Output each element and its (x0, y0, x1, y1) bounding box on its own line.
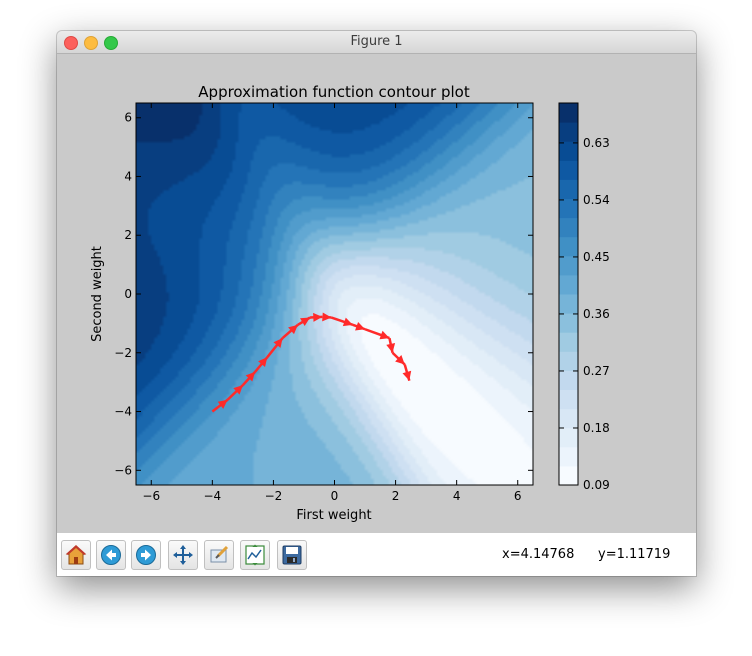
trajectory-arrowhead (245, 371, 256, 382)
y-tick-label: 2 (124, 228, 132, 242)
colorbar-band (559, 332, 578, 352)
colorbar-band (559, 446, 578, 467)
figure-canvas[interactable]: −6 −4 −2 0 2 4 6 −6 −4 −2 0 2 4 6 Approximation func… (57, 54, 696, 533)
trajectory-arrowhead (288, 324, 298, 335)
colorbar-band (559, 427, 578, 448)
colorbar-band (559, 351, 578, 371)
colorbar-band (559, 179, 578, 199)
forward-arrow-icon (136, 545, 156, 565)
minimize-button[interactable] (84, 36, 98, 50)
colorbar-band (559, 465, 578, 486)
trajectory-arrowhead (258, 357, 268, 367)
colorbar-band (559, 160, 578, 180)
zoom-rect-button[interactable] (204, 540, 234, 570)
back-arrow-icon (101, 545, 121, 565)
colorbar-band (559, 103, 578, 123)
trajectory-arrowhead (395, 355, 405, 365)
y-tick-label: −4 (114, 405, 132, 419)
colorbar-tick-label: 0.54 (583, 193, 610, 207)
x-tick-label: −4 (203, 489, 221, 503)
trajectory-arrowhead (355, 321, 366, 331)
y-axis-label: Second weight (90, 246, 105, 342)
colorbar-tick-label: 0.27 (583, 364, 610, 378)
trajectory-arrowhead (313, 312, 323, 322)
configure-subplots-icon (245, 544, 265, 566)
colorbar-band (559, 141, 578, 161)
trajectory-arrowhead (300, 317, 311, 327)
trajectory-arrowhead (322, 312, 332, 322)
y-tick-label: −6 (114, 463, 132, 477)
colorbar-band (559, 122, 578, 142)
window-title: Figure 1 (350, 34, 403, 49)
y-tick-label: 4 (124, 169, 132, 183)
close-button[interactable] (64, 36, 78, 50)
y-tick-label: 0 (124, 287, 132, 301)
x-coordinate-readout: x=4.14768 (502, 547, 575, 562)
zoom-rect-icon (210, 545, 229, 563)
colorbar-band (559, 389, 578, 410)
trajectory-arrowhead (402, 370, 412, 381)
colorbar-tick-label: 0.45 (583, 250, 610, 264)
colorbar-band (559, 198, 578, 219)
trajectory-arrowhead (379, 330, 390, 340)
x-tick-label: 6 (514, 489, 522, 503)
pan-move-icon (173, 545, 193, 565)
y-tick-label: −2 (114, 346, 132, 360)
colorbar-tick-label: 0.09 (583, 478, 610, 492)
colorbar-band (559, 408, 578, 429)
colorbar-frame (558, 102, 579, 486)
x-tick-label: 0 (331, 489, 339, 503)
contour-figure[interactable]: −6 −4 −2 0 2 4 6 −6 −4 −2 0 2 4 6 Approximation func… (57, 54, 696, 533)
x-axis: −6 −4 −2 0 2 4 6 (142, 103, 522, 503)
navigation-toolbar: x=4.14768 y=1.11719 (57, 533, 696, 576)
colorbar-tick-label: 0.63 (583, 136, 610, 150)
x-tick-label: −2 (265, 489, 283, 503)
descent-trajectory (211, 312, 412, 413)
colorbar-band (559, 236, 578, 257)
trajectory-arrowhead (342, 317, 353, 327)
chart-title: Approximation function contour plot (198, 83, 470, 101)
pan-button[interactable] (168, 540, 198, 570)
x-tick-label: 4 (453, 489, 461, 503)
title-bar[interactable]: Figure 1 (57, 31, 696, 54)
trajectory-arrowhead (386, 343, 396, 353)
x-tick-label: −6 (142, 489, 160, 503)
trajectory-arrowhead (273, 338, 283, 348)
save-disk-icon (282, 545, 302, 565)
colorbar-band (559, 217, 578, 238)
colorbar-band (559, 313, 578, 333)
y-coordinate-readout: y=1.11719 (598, 547, 671, 562)
zoom-button[interactable] (104, 36, 118, 50)
colorbar-ticks: 0.09 0.18 0.27 0.36 0.45 0.54 0.63 (559, 136, 610, 492)
colorbar-band (559, 294, 578, 314)
colorbar-band (559, 370, 578, 390)
configure-subplots-button[interactable] (240, 540, 270, 570)
trajectory-arrowhead (217, 399, 228, 409)
forward-button[interactable] (131, 540, 161, 570)
colorbar-band (559, 274, 578, 295)
contour-fill (136, 103, 533, 485)
home-icon (65, 545, 87, 565)
save-button[interactable] (277, 540, 307, 570)
colorbar-tick-label: 0.18 (583, 421, 610, 435)
y-tick-label: 6 (124, 111, 132, 125)
figure-window: Figure 1 −6 −4 −2 0 2 4 6 −6 −4 −2 0 2 4 6 Approxima… (57, 31, 696, 576)
colorbar (559, 103, 578, 486)
y-axis: −6 −4 −2 0 2 4 6 (114, 111, 533, 477)
x-tick-label: 2 (392, 489, 400, 503)
home-button[interactable] (61, 540, 91, 570)
colorbar-tick-label: 0.36 (583, 307, 610, 321)
colorbar-band (559, 255, 578, 276)
trajectory-arrowhead (233, 385, 243, 395)
back-button[interactable] (96, 540, 126, 570)
x-axis-label: First weight (296, 508, 371, 523)
